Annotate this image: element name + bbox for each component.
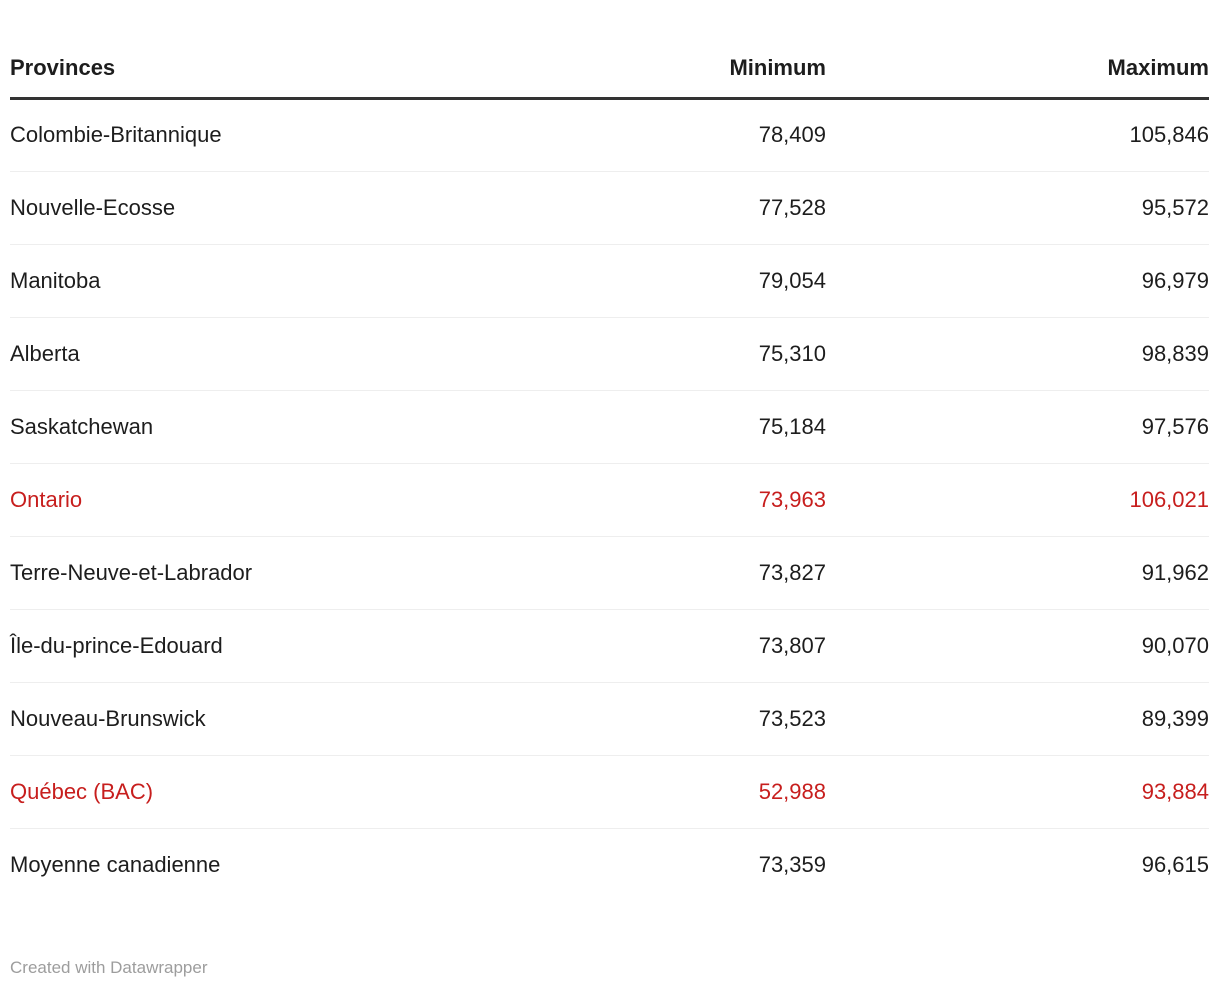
maximum-cell: 97,576 (826, 389, 1209, 463)
maximum-cell: 98,839 (826, 316, 1209, 390)
table-container: Provinces Minimum Maximum Colombie-Brita… (10, 40, 1209, 901)
maximum-cell: 96,979 (826, 243, 1209, 317)
minimum-cell: 73,523 (443, 681, 826, 755)
table-body: Colombie-Britannique 78,409 105,846 Nouv… (10, 98, 1209, 901)
table-row: Manitoba 79,054 96,979 (10, 243, 1209, 317)
minimum-cell: 75,184 (443, 389, 826, 463)
minimum-cell: 79,054 (443, 243, 826, 317)
province-cell: Saskatchewan (10, 389, 443, 463)
province-cell: Ontario (10, 462, 443, 536)
minimum-cell: 78,409 (758, 122, 826, 147)
maximum-cell: 95,572 (826, 170, 1209, 244)
table-header: Provinces Minimum Maximum (10, 40, 1209, 100)
minimum-cell: 73,359 (443, 827, 826, 901)
minimum-cell: 73,963 (443, 462, 826, 536)
column-header-maximum: Maximum (826, 40, 1209, 100)
maximum-cell: 93,884 (826, 754, 1209, 828)
province-cell: Québec (BAC) (10, 754, 443, 828)
province-cell: Manitoba (10, 243, 443, 317)
datawrapper-attribution-link[interactable]: Created with Datawrapper (10, 958, 208, 977)
column-header-minimum: Minimum (443, 40, 826, 100)
province-cell: Nouveau-Brunswick (10, 681, 443, 755)
province-cell: Moyenne canadienne (10, 827, 443, 901)
column-header-provinces: Provinces (10, 40, 443, 100)
table-row: Nouvelle-Ecosse 77,528 95,572 (10, 170, 1209, 244)
province-cell: Île-du-prince-Edouard (10, 608, 443, 682)
maximum-cell: 91,962 (826, 535, 1209, 609)
minimum-cell: 73,827 (443, 535, 826, 609)
maximum-cell: 105,846 (1129, 122, 1209, 147)
table-row: Saskatchewan 75,184 97,576 (10, 389, 1209, 463)
maximum-cell: 106,021 (826, 462, 1209, 536)
table-row: Québec (BAC) 52,988 93,884 (10, 754, 1209, 828)
province-cell: Colombie-Britannique (10, 122, 222, 147)
minimum-cell: 52,988 (443, 754, 826, 828)
table-row: Nouveau-Brunswick 73,523 89,399 (10, 681, 1209, 755)
table-row: Ontario 73,963 106,021 (10, 462, 1209, 536)
minimum-cell: 73,807 (443, 608, 826, 682)
minimum-cell: 77,528 (443, 170, 826, 244)
province-cell: Terre-Neuve-et-Labrador (10, 535, 443, 609)
header-row: Provinces Minimum Maximum (10, 40, 1209, 100)
maximum-cell: 96,615 (826, 827, 1209, 901)
table-row: Île-du-prince-Edouard 73,807 90,070 (10, 608, 1209, 682)
table-row: Alberta 75,310 98,839 (10, 316, 1209, 390)
province-cell: Alberta (10, 316, 443, 390)
table-row: Terre-Neuve-et-Labrador 73,827 91,962 (10, 535, 1209, 609)
minimum-cell: 75,310 (443, 316, 826, 390)
province-cell: Nouvelle-Ecosse (10, 170, 443, 244)
data-table: Provinces Minimum Maximum Colombie-Brita… (10, 40, 1209, 901)
table-row: Colombie-Britannique 78,409 105,846 (10, 98, 1209, 171)
maximum-cell: 89,399 (826, 681, 1209, 755)
table-row: Moyenne canadienne 73,359 96,615 (10, 827, 1209, 901)
maximum-cell: 90,070 (826, 608, 1209, 682)
